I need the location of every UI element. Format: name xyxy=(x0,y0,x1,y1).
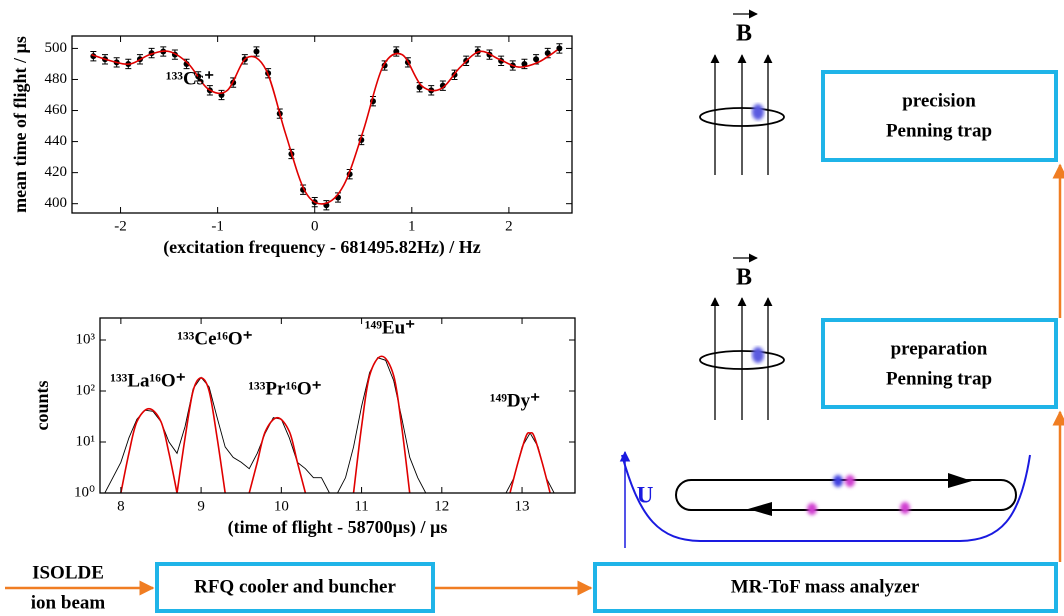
box-label: Penning trap xyxy=(886,120,992,141)
source-label: ion beam xyxy=(31,592,106,613)
plot xyxy=(100,355,555,493)
y-tick-label: 440 xyxy=(45,133,68,149)
box-label: precision xyxy=(902,90,976,111)
x-axis-title: (time of flight - 58700µs) / µs xyxy=(228,517,448,538)
series-line xyxy=(248,416,307,493)
rfq-box xyxy=(155,562,435,613)
series-line xyxy=(509,431,551,493)
ion-cloud xyxy=(752,104,764,120)
y-tick-label: 10³ xyxy=(76,331,96,347)
data-point xyxy=(521,60,528,67)
y-tick-label: 10⁰ xyxy=(74,484,95,500)
y-axis-title: counts xyxy=(32,380,52,430)
ion-clouds xyxy=(807,475,910,515)
y-tick-label: 500 xyxy=(45,40,68,56)
peak-label: ¹³³Pr¹⁶O⁺ xyxy=(248,378,321,399)
box-label: RFQ cooler and buncher xyxy=(194,576,396,597)
x-tick-label: 9 xyxy=(197,498,205,514)
beam-arrows xyxy=(5,163,1064,596)
series-line xyxy=(100,357,555,493)
x-tick-label: 13 xyxy=(515,498,530,514)
x-tick-label: 12 xyxy=(434,498,449,514)
potential-label: U xyxy=(637,482,654,507)
x-tick-label: -1 xyxy=(211,218,224,234)
field-label: B xyxy=(736,265,752,291)
x-tick-label: 2 xyxy=(505,218,513,234)
potential-well xyxy=(621,454,1031,542)
series-line xyxy=(352,355,411,493)
data-point xyxy=(544,50,551,57)
y-tick-label: 10² xyxy=(76,382,96,398)
y-axis-title: mean time of flight / µs xyxy=(10,36,30,213)
x-tick-label: 10 xyxy=(274,498,289,514)
series-line xyxy=(176,377,226,493)
x-tick-label: -2 xyxy=(114,218,127,234)
box-label: preparation xyxy=(891,338,988,359)
plot xyxy=(90,43,563,211)
mrtof-box xyxy=(593,562,1058,613)
x-tick-label: 0 xyxy=(311,218,319,234)
series-line xyxy=(120,407,178,493)
preparation-trap-box xyxy=(821,318,1058,409)
y-tick-label: 10¹ xyxy=(76,433,96,449)
plot-frame xyxy=(71,35,573,214)
data-point xyxy=(533,56,540,63)
ion-cloud xyxy=(752,347,764,363)
y-tick-label: 480 xyxy=(45,71,68,87)
x-tick-label: 1 xyxy=(408,218,416,234)
field-bottom xyxy=(699,253,785,420)
y-tick-label: 460 xyxy=(45,102,68,118)
data-point xyxy=(556,45,563,52)
x-axis-title: (excitation frequency - 681495.82Hz) / H… xyxy=(163,237,481,258)
x-tick-label: 8 xyxy=(117,498,125,514)
source-label: ISOLDE xyxy=(32,562,104,583)
box-label: Penning trap xyxy=(886,368,992,389)
y-tick-label: 400 xyxy=(45,195,68,211)
peak-label: ¹³³La¹⁶O⁺ xyxy=(110,370,185,391)
peak-label: ¹⁴⁹Eu⁺ xyxy=(365,317,415,338)
peak-label: ¹³³Cs⁺ xyxy=(166,68,214,89)
peak-label: ¹⁴⁹Dy⁺ xyxy=(490,390,540,411)
field-top xyxy=(699,9,785,175)
y-tick-label: 420 xyxy=(45,164,68,180)
path-arrows xyxy=(748,473,972,516)
data-point xyxy=(253,48,260,55)
series-line xyxy=(91,49,558,205)
x-tick-label: 11 xyxy=(354,498,368,514)
box-label: MR-ToF mass analyzer xyxy=(731,576,920,597)
precision-trap-box xyxy=(821,70,1058,162)
peak-label: ¹³³Ce¹⁶O⁺ xyxy=(177,328,252,349)
field-label: B xyxy=(736,21,752,47)
plot-frame xyxy=(99,317,576,494)
